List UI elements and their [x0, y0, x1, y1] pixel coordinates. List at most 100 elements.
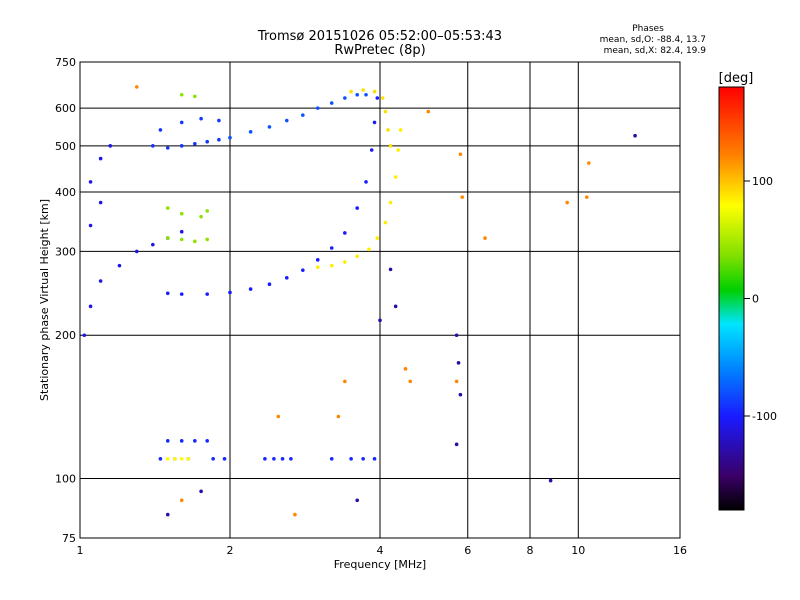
- data-point: [375, 96, 380, 100]
- data-point: [393, 304, 398, 309]
- data-point: [165, 439, 170, 443]
- data-point: [88, 223, 93, 228]
- data-point: [179, 144, 184, 148]
- x-tick-label: 1: [77, 544, 84, 557]
- data-point: [355, 254, 359, 259]
- data-point: [179, 211, 184, 216]
- data-point: [199, 214, 203, 219]
- data-point: [380, 96, 385, 100]
- colorbar-tick-label: 100: [752, 175, 773, 188]
- data-point: [199, 489, 203, 494]
- data-point: [336, 414, 341, 419]
- data-point: [454, 379, 459, 384]
- data-point: [301, 268, 305, 272]
- data-point: [228, 290, 232, 295]
- data-point: [403, 367, 408, 371]
- data-point: [165, 291, 170, 296]
- data-point: [315, 265, 320, 269]
- data-point: [454, 442, 459, 447]
- colorbar-label: [deg]: [719, 71, 754, 86]
- data-point: [186, 457, 191, 461]
- data-point: [173, 457, 177, 461]
- data-point: [98, 200, 103, 205]
- x-axis-label: Frequency [MHz]: [334, 558, 426, 571]
- data-point: [179, 92, 184, 97]
- y-tick-label: 75: [62, 532, 76, 545]
- data-point: [88, 180, 93, 184]
- data-point: [158, 128, 163, 132]
- data-point: [329, 457, 334, 461]
- data-point: [151, 242, 155, 247]
- data-point: [398, 128, 403, 132]
- data-point: [267, 125, 272, 129]
- data-point: [193, 94, 197, 99]
- data-point: [349, 89, 353, 94]
- y-tick-label: 600: [55, 102, 76, 115]
- data-point: [193, 141, 197, 146]
- data-point: [375, 236, 380, 240]
- chart-title: Tromsø 20151026 05:52:00–05:53:43: [257, 29, 502, 44]
- y-tick-label: 500: [55, 140, 76, 153]
- data-point: [372, 89, 377, 94]
- chart-subtitle: RwPretec (8p): [334, 43, 425, 58]
- data-point: [199, 116, 203, 121]
- data-point: [134, 85, 139, 89]
- data-point: [205, 439, 209, 443]
- data-point: [388, 200, 393, 205]
- data-point: [393, 175, 398, 179]
- colorbar: [718, 86, 745, 511]
- y-tick-label: 300: [55, 245, 76, 258]
- data-point: [272, 457, 276, 461]
- data-point: [408, 379, 413, 384]
- data-point: [98, 279, 103, 283]
- data-point: [205, 292, 209, 296]
- data-point: [158, 457, 163, 461]
- data-point: [364, 180, 368, 184]
- data-point: [205, 209, 209, 213]
- data-point: [372, 120, 377, 125]
- data-point: [329, 101, 334, 105]
- data-point: [386, 128, 390, 132]
- data-point: [361, 457, 365, 461]
- data-point: [343, 96, 347, 100]
- data-point: [426, 109, 431, 114]
- data-point: [117, 263, 122, 268]
- data-point: [548, 478, 553, 483]
- data-point: [343, 260, 347, 264]
- data-point: [205, 139, 209, 144]
- data-point: [349, 457, 353, 461]
- x-tick-label: 4: [377, 544, 384, 557]
- y-tick-label: 400: [55, 186, 76, 199]
- data-point: [276, 414, 281, 419]
- data-point: [343, 231, 347, 235]
- data-point: [222, 457, 227, 461]
- data-point: [458, 152, 463, 157]
- data-point: [372, 457, 377, 461]
- data-point: [315, 258, 320, 262]
- data-point: [193, 239, 197, 244]
- data-point: [293, 512, 297, 517]
- x-tick-label: 16: [673, 544, 687, 557]
- data-point: [396, 148, 400, 152]
- plot-frame: [79, 61, 681, 539]
- data-point: [388, 267, 393, 272]
- data-point: [263, 457, 267, 461]
- data-point: [584, 195, 589, 199]
- data-point: [151, 144, 155, 148]
- data-point: [248, 287, 253, 291]
- data-point: [179, 457, 184, 461]
- data-point: [483, 236, 487, 240]
- data-point: [179, 292, 184, 296]
- stats-heading: Phases: [632, 24, 664, 34]
- data-point: [165, 512, 170, 517]
- data-point: [458, 392, 463, 397]
- data-point: [284, 118, 289, 123]
- y-tick-label: 750: [55, 56, 76, 69]
- colorbar-ticks: 100 0 -100: [744, 175, 777, 423]
- data-point: [315, 106, 320, 110]
- data-point: [179, 498, 184, 503]
- data-point: [329, 263, 334, 268]
- data-point: [228, 135, 232, 140]
- data-point: [284, 276, 289, 280]
